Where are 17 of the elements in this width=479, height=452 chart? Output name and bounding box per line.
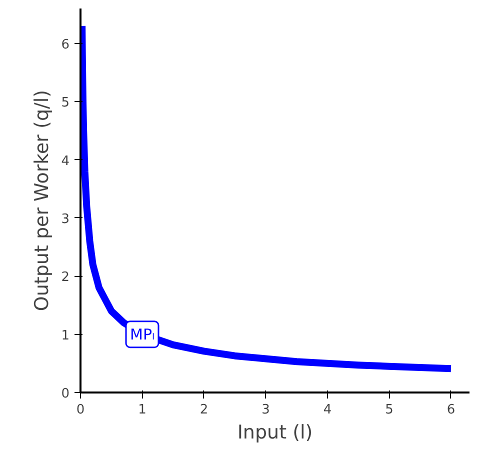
x-tick-label: 2: [200, 402, 208, 418]
x-axis-title: Input (l): [237, 422, 313, 444]
y-tick-label: 5: [61, 96, 70, 111]
x-tick-label: 4: [323, 402, 332, 418]
x-tick-label: 6: [446, 402, 456, 418]
x-tick-label: 3: [262, 402, 270, 418]
x-tick-label: 0: [76, 402, 85, 418]
annotation: MPₗ: [130, 325, 154, 344]
y-tick-label: 6: [61, 37, 70, 52]
y-axis-title: Output per Worker (q/l): [31, 90, 54, 312]
y-tick-label: 2: [61, 270, 70, 286]
y-tick-label: 0: [61, 386, 70, 402]
y-tick-label: 4: [61, 154, 70, 169]
y-tick-label: 1: [61, 328, 70, 344]
x-tick-label: 5: [385, 402, 394, 418]
y-tick-label: 3: [61, 212, 70, 227]
x-tick-label: 1: [138, 402, 146, 418]
